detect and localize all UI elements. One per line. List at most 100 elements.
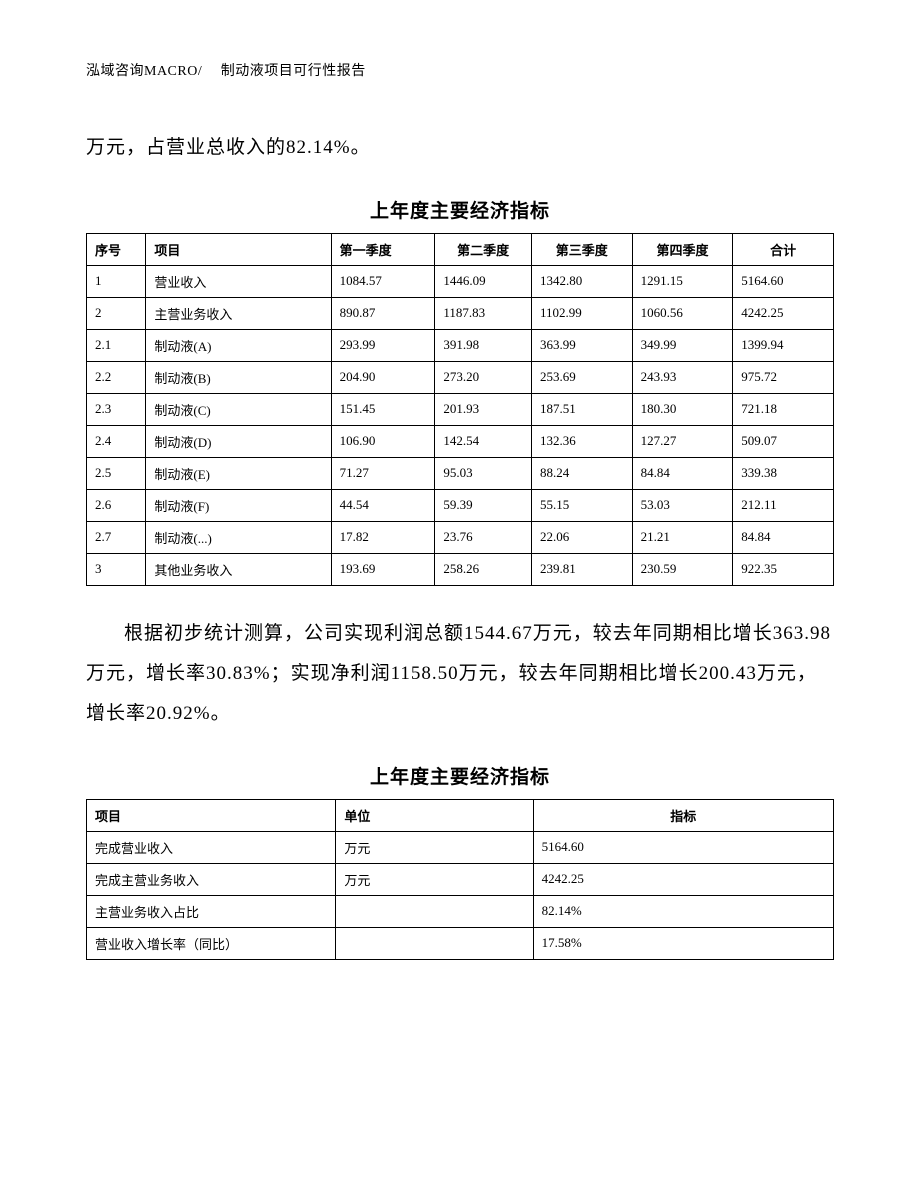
t1-cell: 201.93 (435, 393, 532, 425)
t2-h2: 指标 (533, 799, 833, 831)
t2-h1: 单位 (336, 799, 533, 831)
t1-cell: 其他业务收入 (146, 553, 331, 585)
t1-cell: 制动液(C) (146, 393, 331, 425)
t1-cell: 293.99 (331, 329, 435, 361)
t1-cell: 132.36 (531, 425, 632, 457)
table-row: 2.4制动液(D)106.90142.54132.36127.27509.07 (87, 425, 834, 457)
t1-cell: 制动液(B) (146, 361, 331, 393)
t1-cell: 制动液(F) (146, 489, 331, 521)
t1-cell: 主营业务收入 (146, 297, 331, 329)
t1-cell: 4242.25 (733, 297, 834, 329)
t1-cell: 142.54 (435, 425, 532, 457)
t2-cell: 5164.60 (533, 831, 833, 863)
t1-cell: 制动液(...) (146, 521, 331, 553)
t1-cell: 53.03 (632, 489, 733, 521)
t1-cell: 975.72 (733, 361, 834, 393)
t1-cell: 890.87 (331, 297, 435, 329)
t2-cell: 主营业务收入占比 (87, 895, 336, 927)
t1-cell: 1187.83 (435, 297, 532, 329)
table-row: 1营业收入1084.571446.091342.801291.155164.60 (87, 265, 834, 297)
t1-cell: 23.76 (435, 521, 532, 553)
t1-cell: 55.15 (531, 489, 632, 521)
table-row: 主营业务收入占比 82.14% (87, 895, 834, 927)
table-row: 营业收入增长率（同比） 17.58% (87, 927, 834, 959)
t1-cell: 制动液(D) (146, 425, 331, 457)
paragraph-1: 万元，占营业总收入的82.14%。 (86, 128, 834, 168)
t2-cell (336, 895, 533, 927)
t1-cell: 509.07 (733, 425, 834, 457)
t1-cell: 1 (87, 265, 146, 297)
t1-cell: 212.11 (733, 489, 834, 521)
t1-cell: 258.26 (435, 553, 532, 585)
t1-cell: 2.1 (87, 329, 146, 361)
t1-cell: 1342.80 (531, 265, 632, 297)
t2-cell (336, 927, 533, 959)
t1-h4: 第三季度 (531, 233, 632, 265)
t1-cell: 88.24 (531, 457, 632, 489)
table-annual-indicators: 项目 单位 指标 完成营业收入万元5164.60 完成主营业务收入万元4242.… (86, 799, 834, 960)
t1-cell: 127.27 (632, 425, 733, 457)
t1-cell: 187.51 (531, 393, 632, 425)
t1-cell: 273.20 (435, 361, 532, 393)
page-header: 泓域咨询MACRO/ 制动液项目可行性报告 (86, 60, 834, 80)
t1-cell: 制动液(A) (146, 329, 331, 361)
t2-cell: 17.58% (533, 927, 833, 959)
table-row: 2.2制动液(B)204.90273.20253.69243.93975.72 (87, 361, 834, 393)
t2-cell: 82.14% (533, 895, 833, 927)
table2-body: 完成营业收入万元5164.60 完成主营业务收入万元4242.25 主营业务收入… (87, 831, 834, 959)
t1-cell: 21.21 (632, 521, 733, 553)
t2-cell: 营业收入增长率（同比） (87, 927, 336, 959)
t1-cell: 17.82 (331, 521, 435, 553)
t1-cell: 44.54 (331, 489, 435, 521)
t1-cell: 391.98 (435, 329, 532, 361)
t1-cell: 71.27 (331, 457, 435, 489)
table-row: 完成营业收入万元5164.60 (87, 831, 834, 863)
table-row: 3其他业务收入193.69258.26239.81230.59922.35 (87, 553, 834, 585)
t1-cell: 95.03 (435, 457, 532, 489)
t1-h0: 序号 (87, 233, 146, 265)
t1-cell: 1399.94 (733, 329, 834, 361)
t1-cell: 193.69 (331, 553, 435, 585)
table-row: 2.6制动液(F)44.5459.3955.1553.03212.11 (87, 489, 834, 521)
table-quarterly-indicators: 序号 项目 第一季度 第二季度 第三季度 第四季度 合计 1营业收入1084.5… (86, 233, 834, 586)
t1-cell: 230.59 (632, 553, 733, 585)
t1-cell: 3 (87, 553, 146, 585)
t1-cell: 1291.15 (632, 265, 733, 297)
t1-cell: 721.18 (733, 393, 834, 425)
t1-cell: 84.84 (733, 521, 834, 553)
t1-cell: 2.2 (87, 361, 146, 393)
t1-cell: 106.90 (331, 425, 435, 457)
t1-cell: 1060.56 (632, 297, 733, 329)
t1-cell: 22.06 (531, 521, 632, 553)
t2-cell: 万元 (336, 831, 533, 863)
table1-title: 上年度主要经济指标 (86, 196, 834, 223)
t1-cell: 2.4 (87, 425, 146, 457)
t1-h3: 第二季度 (435, 233, 532, 265)
table-row: 2主营业务收入890.871187.831102.991060.564242.2… (87, 297, 834, 329)
table-row: 2.5制动液(E)71.2795.0388.2484.84339.38 (87, 457, 834, 489)
paragraph-2: 根据初步统计测算，公司实现利润总额1544.67万元，较去年同期相比增长363.… (86, 614, 834, 734)
t1-cell: 1084.57 (331, 265, 435, 297)
t1-cell: 2.5 (87, 457, 146, 489)
t1-cell: 151.45 (331, 393, 435, 425)
t1-cell: 204.90 (331, 361, 435, 393)
t1-cell: 2.7 (87, 521, 146, 553)
t1-cell: 2.6 (87, 489, 146, 521)
t2-cell: 4242.25 (533, 863, 833, 895)
t1-cell: 253.69 (531, 361, 632, 393)
t1-cell: 2 (87, 297, 146, 329)
t1-cell: 363.99 (531, 329, 632, 361)
t1-cell: 59.39 (435, 489, 532, 521)
table2-title: 上年度主要经济指标 (86, 762, 834, 789)
t1-h6: 合计 (733, 233, 834, 265)
t1-cell: 1446.09 (435, 265, 532, 297)
t1-cell: 制动液(E) (146, 457, 331, 489)
t1-cell: 84.84 (632, 457, 733, 489)
t1-cell: 243.93 (632, 361, 733, 393)
t2-cell: 完成营业收入 (87, 831, 336, 863)
t1-cell: 1102.99 (531, 297, 632, 329)
t1-cell: 922.35 (733, 553, 834, 585)
table1-header-row: 序号 项目 第一季度 第二季度 第三季度 第四季度 合计 (87, 233, 834, 265)
t1-cell: 营业收入 (146, 265, 331, 297)
t1-cell: 5164.60 (733, 265, 834, 297)
